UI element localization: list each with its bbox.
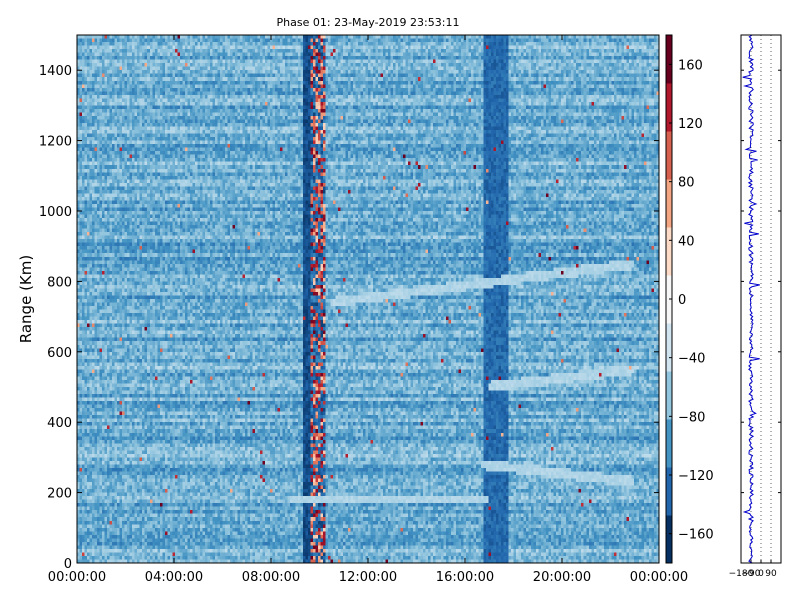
x-tick-label: 00:00:00: [630, 570, 688, 585]
side-x-tick-label: −180: [729, 569, 754, 579]
colorbar-step: [666, 179, 672, 228]
colorbar-tick-label: 80: [678, 176, 695, 191]
y-axis-ticks: 0 200 400 600 800 1000 1200 1400: [39, 64, 659, 572]
side-x-tick-label: −90: [742, 569, 761, 579]
colorbar-step: [666, 323, 672, 372]
heatmap-image: [77, 35, 659, 563]
x-tick-label: 00:00:00: [48, 570, 106, 585]
side-profile-panel: −180−900 90: [729, 34, 781, 579]
y-tick-label: 600: [47, 346, 72, 361]
colorbar-step: [666, 83, 672, 132]
x-tick-label: 08:00:00: [242, 570, 300, 585]
x-tick-label: 16:00:00: [436, 570, 494, 585]
colorbar-step: [666, 515, 672, 564]
y-tick-label: 1400: [39, 64, 72, 79]
side-x-tick-label: 0: [758, 569, 764, 579]
y-tick-label: 800: [47, 275, 72, 290]
colorbar-tick-label: −160: [678, 528, 714, 543]
heatmap: [77, 35, 659, 563]
colorbar-step: [666, 227, 672, 276]
y-tick-label: 1000: [39, 205, 72, 220]
side-profile-line: [742, 34, 760, 564]
y-tick-label: 0: [64, 557, 72, 572]
colorbar-tick-label: −80: [678, 410, 705, 425]
colorbar-step: [666, 467, 672, 516]
y-tick-label: 1200: [39, 135, 72, 150]
y-axis-label: Range (Km): [17, 255, 35, 343]
colorbar-tick-label: 120: [678, 117, 703, 132]
x-tick-label: 20:00:00: [533, 570, 591, 585]
y-tick-label: 400: [47, 416, 72, 431]
x-tick-label: 12:00:00: [339, 570, 397, 585]
colorbar-step: [666, 371, 672, 420]
colorbar-tick-label: −120: [678, 469, 714, 484]
colorbar-step: [666, 35, 672, 84]
x-axis-ticks: 00:00:00 04:00:00 08:00:00 12:00:00 16:00:00…: [48, 35, 688, 585]
colorbar-tick-label: −40: [678, 352, 705, 367]
colorbar-ticks: 160 120 80 40 0 −40 −80 −120 −160: [669, 58, 714, 543]
chart-title: Phase 01: 23-May-2019 23:53:11: [277, 16, 460, 29]
colorbar-tick-label: 160: [678, 58, 703, 73]
x-tick-label: 04:00:00: [145, 570, 203, 585]
y-tick-label: 200: [47, 487, 72, 502]
colorbar-tick-label: 0: [678, 293, 686, 308]
colorbar-tick-label: 40: [678, 234, 695, 249]
side-profile-frame: [740, 34, 782, 564]
side-x-tick-label: 90: [765, 569, 777, 579]
colorbar-step: [666, 131, 672, 180]
colorbar-step: [666, 419, 672, 468]
